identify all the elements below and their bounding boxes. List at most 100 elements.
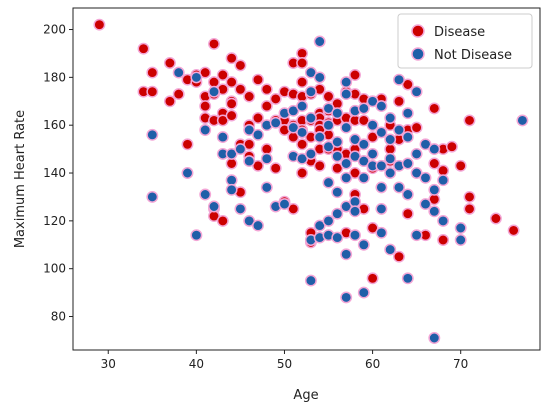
- data-point-disease: [199, 100, 212, 113]
- data-point-not-disease: [401, 157, 414, 170]
- data-point-disease: [410, 121, 423, 134]
- data-point-disease: [146, 85, 159, 98]
- data-point-not-disease: [516, 114, 529, 127]
- data-point-not-disease: [384, 167, 397, 179]
- data-point-not-disease: [349, 229, 361, 242]
- data-point-not-disease: [349, 205, 361, 218]
- data-point-not-disease: [428, 183, 441, 196]
- data-point-not-disease: [410, 147, 423, 160]
- data-point-not-disease: [340, 291, 353, 304]
- data-point-not-disease: [366, 95, 379, 108]
- data-point-not-disease: [401, 188, 414, 201]
- data-point-disease: [146, 66, 159, 79]
- data-point-disease: [437, 164, 450, 177]
- data-point-not-disease: [401, 107, 414, 120]
- data-point-disease: [199, 66, 212, 79]
- data-point-disease: [366, 272, 379, 285]
- data-point-disease: [216, 214, 229, 227]
- data-point-not-disease: [393, 124, 405, 136]
- data-point-not-disease: [340, 121, 353, 134]
- legend-marker-not-disease: [411, 47, 425, 61]
- data-point-not-disease: [304, 85, 317, 98]
- data-point-disease: [260, 143, 273, 156]
- data-point-not-disease: [384, 133, 397, 146]
- data-point-not-disease: [296, 152, 309, 165]
- data-point-disease: [225, 76, 238, 89]
- data-point-not-disease: [225, 174, 238, 187]
- data-point-not-disease: [437, 174, 450, 187]
- y-axis-ticks: 80 100 120 140 160 180 200: [43, 23, 73, 324]
- data-point-disease: [401, 207, 414, 220]
- data-point-not-disease: [357, 286, 370, 299]
- data-point-disease: [163, 57, 176, 69]
- data-point-not-disease: [252, 128, 264, 141]
- data-point-not-disease: [199, 188, 212, 201]
- data-point-not-disease: [322, 140, 335, 153]
- data-point-not-disease: [357, 138, 370, 151]
- data-point-disease: [208, 37, 220, 50]
- data-point-disease: [428, 157, 441, 170]
- data-point-not-disease: [234, 202, 247, 215]
- data-point-not-disease: [340, 171, 353, 184]
- data-point-disease: [454, 159, 467, 172]
- data-point-not-disease: [190, 71, 203, 84]
- x-axis-label: Age: [293, 388, 318, 403]
- data-point-not-disease: [349, 133, 361, 146]
- data-point-not-disease: [304, 147, 317, 160]
- y-tick-label: 180: [43, 70, 66, 84]
- data-point-not-disease: [331, 231, 344, 244]
- data-point-disease: [393, 95, 405, 108]
- legend-marker-disease: [411, 24, 425, 38]
- data-point-not-disease: [428, 205, 441, 218]
- data-point-disease: [225, 157, 238, 170]
- data-point-disease: [296, 47, 309, 60]
- data-point-not-disease: [375, 126, 388, 139]
- data-point-disease: [163, 95, 176, 108]
- data-point-not-disease: [401, 272, 414, 285]
- x-tick-label: 30: [101, 357, 116, 371]
- data-point-disease: [225, 109, 238, 122]
- data-point-disease: [437, 234, 450, 246]
- data-point-disease: [428, 102, 441, 115]
- data-point-not-disease: [375, 100, 388, 113]
- data-point-not-disease: [340, 157, 353, 170]
- data-point-disease: [260, 83, 273, 96]
- data-point-disease: [401, 78, 414, 91]
- data-point-disease: [260, 100, 273, 113]
- data-point-not-disease: [366, 147, 379, 160]
- data-point-not-disease: [322, 102, 335, 115]
- data-point-disease: [296, 57, 309, 69]
- data-point-disease: [252, 112, 264, 124]
- y-tick-label: 100: [43, 262, 66, 276]
- data-point-disease: [313, 159, 326, 172]
- data-point-disease: [331, 162, 344, 175]
- legend-label-disease: Disease: [434, 25, 485, 40]
- data-point-not-disease: [331, 186, 344, 199]
- data-point-not-disease: [384, 152, 397, 165]
- data-point-not-disease: [393, 181, 405, 194]
- data-point-not-disease: [419, 138, 432, 151]
- data-point-disease: [349, 69, 361, 81]
- x-tick-label: 70: [453, 357, 468, 371]
- data-point-disease: [93, 18, 106, 31]
- data-point-not-disease: [331, 207, 344, 220]
- data-point-not-disease: [234, 143, 247, 156]
- data-point-disease: [234, 83, 247, 96]
- data-point-not-disease: [357, 238, 370, 251]
- data-point-disease: [243, 138, 256, 151]
- data-point-not-disease: [375, 181, 388, 194]
- data-point-not-disease: [199, 124, 212, 136]
- data-point-not-disease: [384, 112, 397, 124]
- data-point-not-disease: [428, 143, 441, 156]
- data-point-not-disease: [340, 248, 353, 261]
- data-point-disease: [384, 143, 397, 156]
- data-point-not-disease: [304, 274, 317, 287]
- data-point-not-disease: [322, 214, 335, 227]
- data-point-not-disease: [269, 116, 282, 129]
- data-point-not-disease: [340, 88, 353, 101]
- data-point-not-disease: [384, 243, 397, 256]
- data-point-disease: [445, 140, 458, 153]
- data-point-not-disease: [181, 167, 194, 179]
- y-tick-label: 160: [43, 118, 66, 132]
- data-point-not-disease: [437, 214, 450, 227]
